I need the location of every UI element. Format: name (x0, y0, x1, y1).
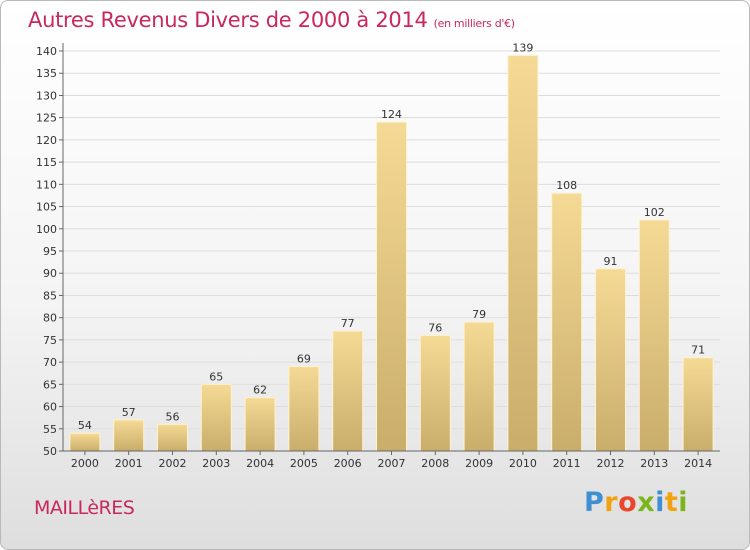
chart-unit-label: (en milliers d'€) (433, 17, 515, 30)
x-tick-label: 2006 (334, 457, 362, 470)
bar-2002 (157, 423, 188, 452)
proxiti-logo: Proxiti (584, 487, 688, 518)
y-tick-label: 95 (43, 245, 57, 258)
bar-2009 (463, 321, 495, 452)
data-label: 57 (122, 406, 136, 419)
bar-2001 (113, 419, 145, 452)
y-tick-label: 90 (43, 267, 57, 280)
bar-2004 (244, 397, 276, 452)
y-tick-label: 80 (43, 312, 57, 325)
data-label: 91 (604, 255, 618, 268)
logo-letter: r (604, 487, 619, 518)
logo-letter: i (678, 487, 689, 518)
y-tick-label: 130 (36, 89, 57, 102)
data-label: 124 (381, 108, 402, 121)
data-label: 71 (691, 344, 705, 357)
logo-letter: i (655, 487, 665, 518)
x-tick-label: 2005 (290, 457, 318, 470)
y-tick-label: 115 (36, 156, 57, 169)
x-tick-label: 2013 (640, 457, 668, 470)
bar-2012 (595, 268, 626, 452)
bar-2005 (288, 366, 320, 452)
data-label: 65 (209, 370, 223, 383)
data-label: 79 (472, 308, 486, 321)
data-label: 77 (341, 317, 355, 330)
y-tick-label: 70 (43, 356, 57, 369)
x-tick-label: 2009 (465, 457, 493, 470)
bars (69, 54, 714, 452)
x-tick-label: 2007 (378, 457, 406, 470)
x-tick-label: 2014 (684, 457, 712, 470)
x-tick-label: 2002 (159, 457, 187, 470)
y-tick-label: 75 (43, 334, 57, 347)
y-tick-label: 60 (43, 401, 57, 414)
logo-letter: P (584, 487, 605, 518)
data-label: 108 (556, 179, 577, 192)
x-tick-label: 2004 (246, 457, 274, 470)
chart-title: Autres Revenus Divers de 2000 à 2014 (en … (28, 8, 515, 32)
y-tick-label: 120 (36, 134, 57, 147)
x-tick-label: 2012 (597, 457, 625, 470)
data-label: 69 (297, 353, 311, 366)
bar-2014 (682, 357, 714, 452)
bar-2010 (507, 54, 539, 452)
bar-2011 (551, 192, 583, 452)
bar-2013 (638, 219, 670, 452)
data-label: 56 (166, 410, 180, 423)
data-label: 62 (253, 384, 267, 397)
y-tick-label: 50 (43, 445, 57, 458)
chart-title-text: Autres Revenus Divers de 2000 à 2014 (28, 8, 428, 32)
y-tick-label: 85 (43, 289, 57, 302)
data-label: 139 (512, 41, 533, 54)
logo-letter: x (637, 487, 656, 518)
y-tick-label: 135 (36, 67, 57, 80)
y-tick-label: 125 (36, 112, 57, 125)
x-tick-label: 2010 (509, 457, 537, 470)
data-label: 102 (644, 206, 665, 219)
x-tick-label: 2011 (553, 457, 581, 470)
bar-2007 (376, 121, 407, 452)
bar-2003 (200, 383, 232, 452)
bar-2008 (419, 334, 451, 452)
data-label: 76 (428, 321, 442, 334)
y-tick-label: 140 (36, 45, 57, 58)
axes (59, 43, 720, 455)
x-tick-label: 2000 (71, 457, 99, 470)
x-tick-label: 2003 (202, 457, 230, 470)
y-tick-label: 105 (36, 201, 57, 214)
labels: 50 55 60 65 70 75 80 85 90 95 100 105 110 115 120 125 13… (36, 41, 712, 470)
y-tick-label: 55 (43, 423, 57, 436)
logo-letter: t (664, 487, 679, 518)
y-tick-label: 110 (36, 178, 57, 191)
commune-name: MAILLèRES (34, 497, 135, 519)
x-tick-label: 2001 (115, 457, 143, 470)
y-tick-label: 65 (43, 378, 57, 391)
x-tick-label: 2008 (421, 457, 449, 470)
y-tick-label: 100 (36, 223, 57, 236)
data-label: 54 (78, 419, 92, 432)
bar-2006 (332, 330, 364, 452)
bar-2000 (69, 432, 101, 452)
logo-letter: o (618, 487, 638, 518)
